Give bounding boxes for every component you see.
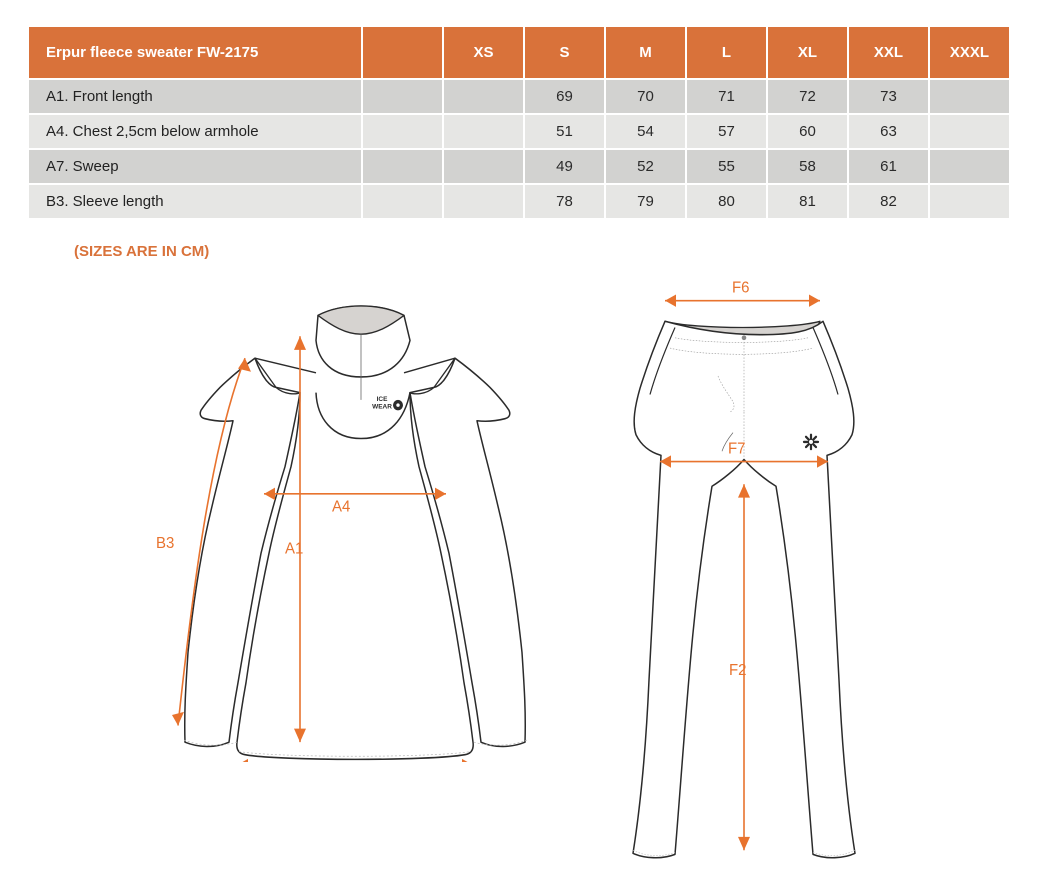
svg-text:B3: B3 — [156, 535, 174, 552]
svg-text:F6: F6 — [732, 279, 749, 296]
svg-text:ICE: ICE — [377, 396, 388, 403]
svg-text:WEAR: WEAR — [372, 403, 392, 410]
svg-text:A1: A1 — [285, 540, 303, 557]
svg-text:A4: A4 — [332, 498, 351, 515]
svg-text:F7: F7 — [728, 440, 745, 457]
svg-text:F2: F2 — [729, 662, 746, 679]
